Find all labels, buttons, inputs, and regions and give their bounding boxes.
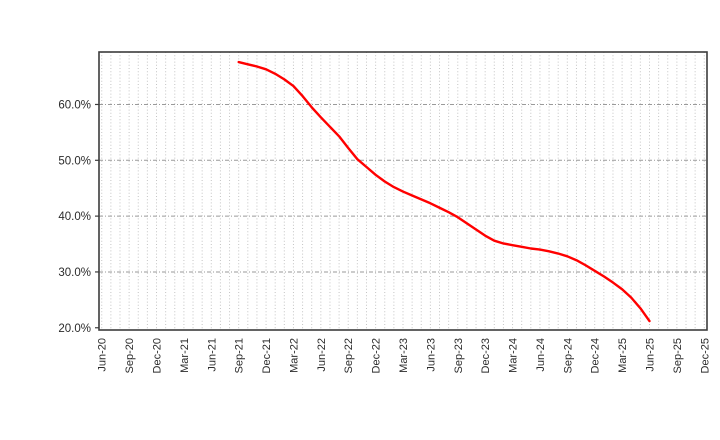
x-tick-label: Mar-25 xyxy=(617,338,629,373)
x-tick-label: Dec-20 xyxy=(152,338,164,373)
x-tick-label: Jun-20 xyxy=(97,338,109,372)
x-tick-label: Mar-23 xyxy=(398,338,410,373)
x-tick-label: Dec-22 xyxy=(371,338,383,373)
y-tick-label: 40.0% xyxy=(58,211,91,223)
x-tick-label: Mar-21 xyxy=(179,338,191,373)
x-tick-label: Dec-23 xyxy=(480,338,492,373)
y-tick-label: 60.0% xyxy=(58,99,91,111)
x-tick-label: Dec-24 xyxy=(590,338,602,373)
x-tick-label: Sep-23 xyxy=(453,338,465,373)
x-tick-label: Jun-25 xyxy=(644,338,656,372)
y-tick-label: 30.0% xyxy=(58,267,91,279)
y-tick-label: 20.0% xyxy=(58,323,91,335)
x-tick-label: Sep-20 xyxy=(124,338,136,373)
x-tick-label: Jun-23 xyxy=(425,338,437,372)
x-tick-label: Dec-25 xyxy=(699,338,711,373)
x-tick-label: Mar-24 xyxy=(508,338,520,373)
x-tick-label: Jun-24 xyxy=(535,338,547,372)
x-tick-label: Dec-21 xyxy=(261,338,273,373)
x-tick-label: Sep-21 xyxy=(234,338,246,373)
x-tick-label: Jun-22 xyxy=(316,338,328,372)
series-line xyxy=(237,60,651,323)
plot-border xyxy=(98,51,708,331)
x-tick-label: Sep-24 xyxy=(562,338,574,373)
y-tick-label: 50.0% xyxy=(58,155,91,167)
x-tick-label: Sep-22 xyxy=(343,338,355,373)
x-tick-label: Sep-25 xyxy=(672,338,684,373)
x-tick-label: Jun-21 xyxy=(206,338,218,372)
x-tick-label: Mar-22 xyxy=(288,338,300,373)
